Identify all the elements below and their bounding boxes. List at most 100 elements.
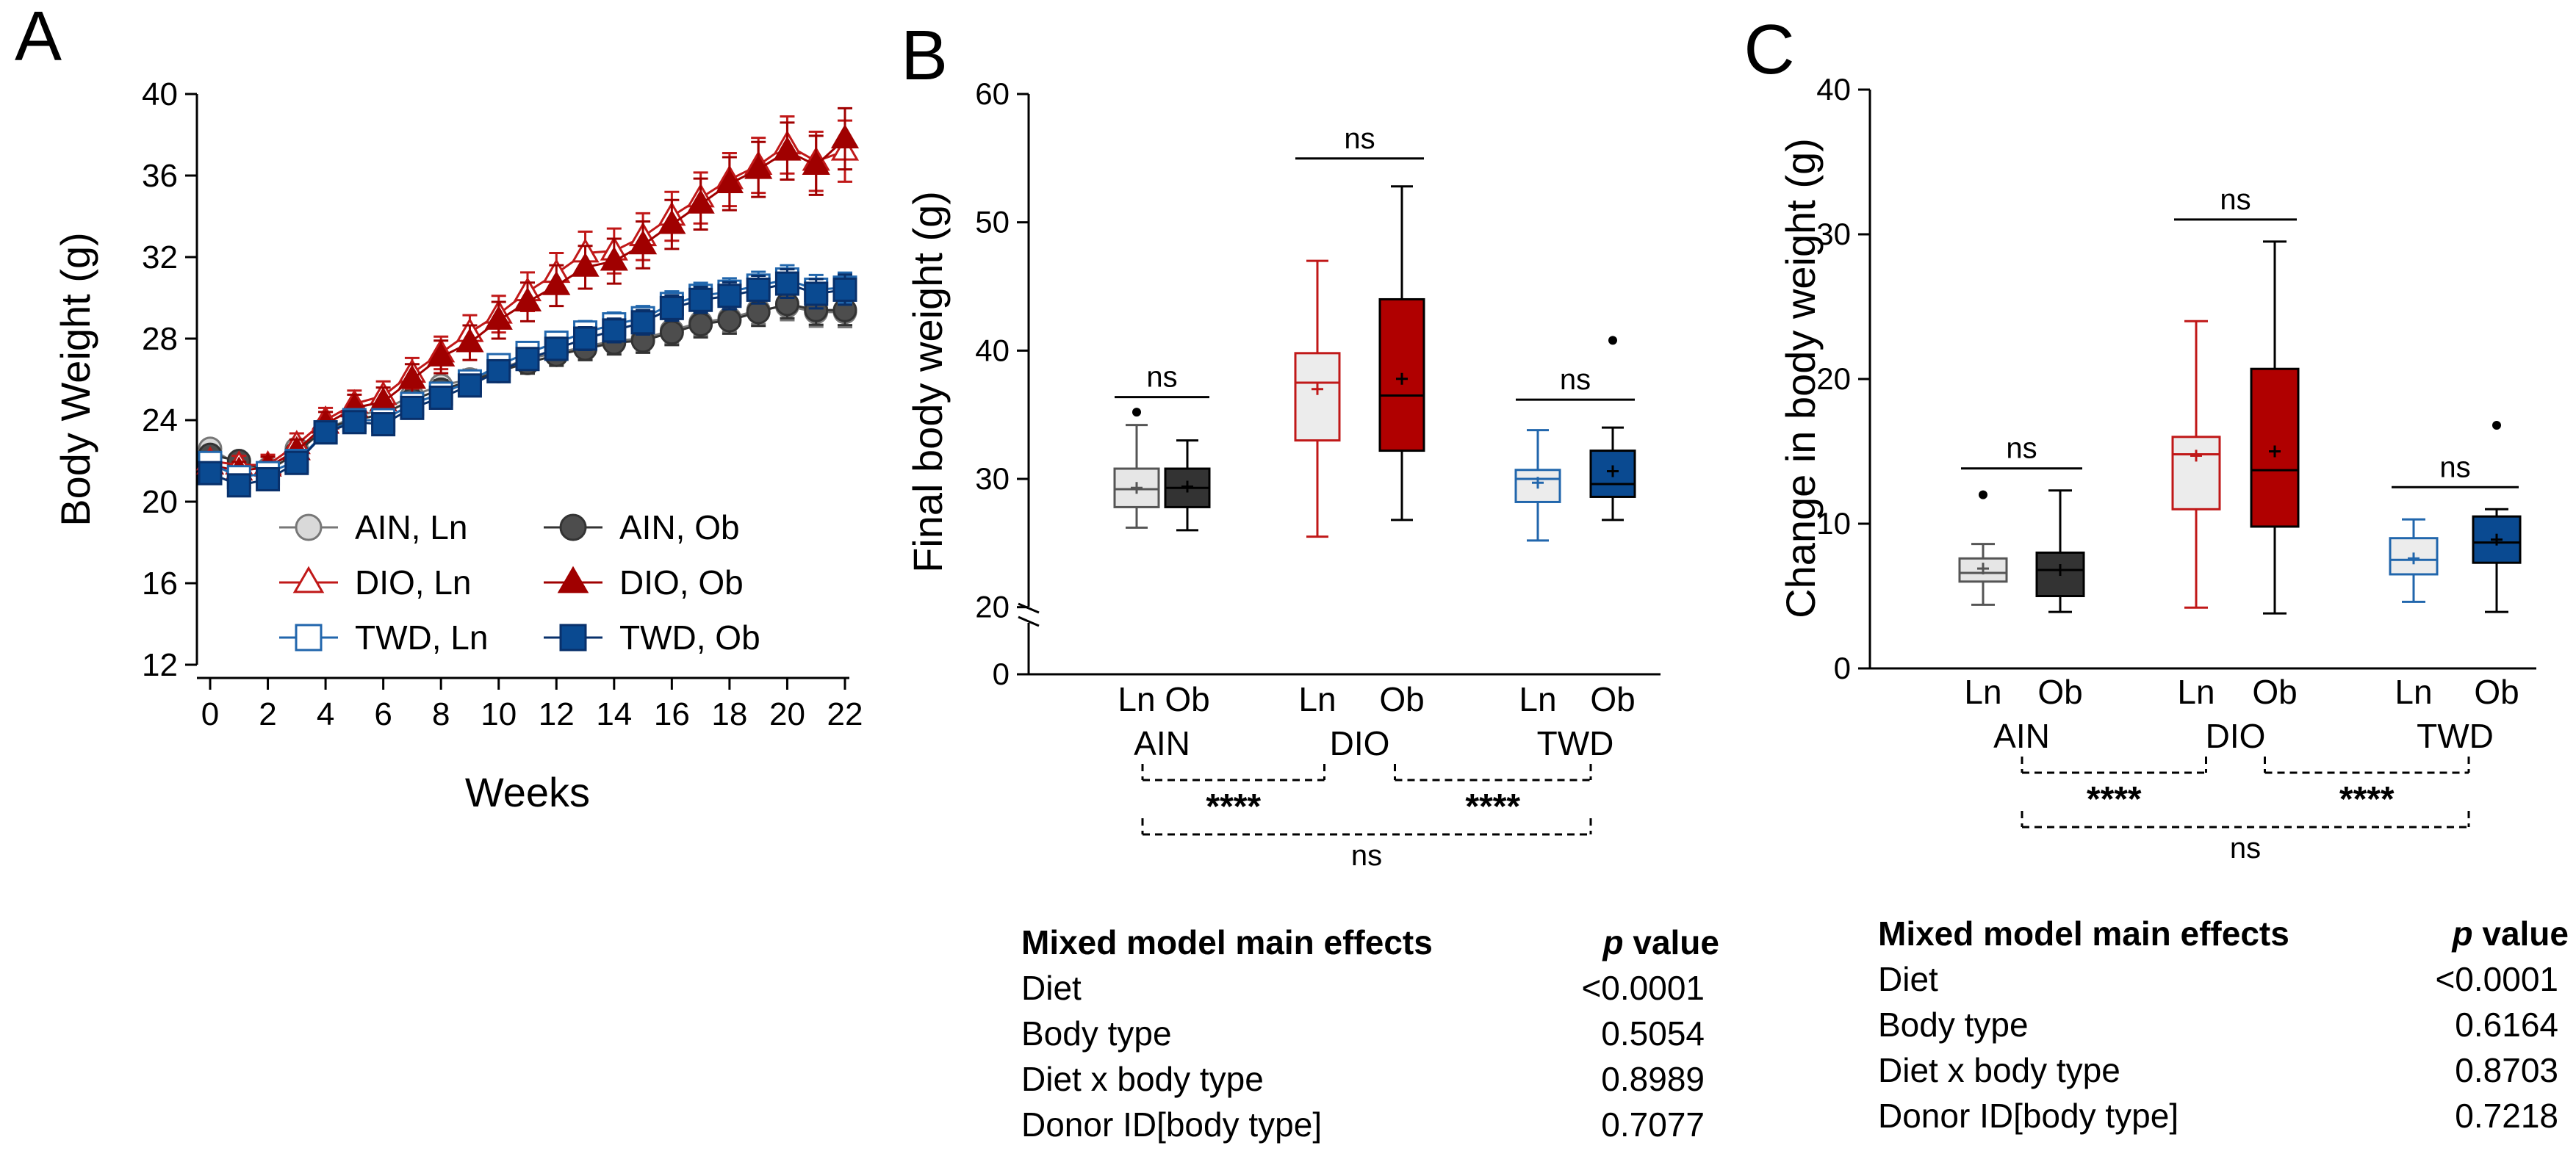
data-point bbox=[486, 358, 511, 383]
y-axis-label: Body Weight (g) bbox=[52, 232, 98, 526]
data-point bbox=[484, 305, 513, 330]
y-tick-label: 0 bbox=[1834, 651, 1851, 685]
panel-letter-c: C bbox=[1744, 10, 1794, 89]
box-label: Ob bbox=[1379, 680, 1424, 718]
box-label: Ob bbox=[2474, 673, 2519, 711]
legend-label: AIN, Ob bbox=[619, 508, 740, 546]
box-dio-ob: Ob bbox=[1378, 185, 1425, 718]
data-point bbox=[542, 270, 571, 295]
box-twd-ln: Ln bbox=[1514, 429, 1561, 718]
comparison-bracket: **** bbox=[2264, 757, 2470, 819]
sig-label: ns bbox=[2220, 184, 2251, 216]
box-dio-ln: Ln bbox=[1294, 259, 1341, 718]
x-tick-label: 8 bbox=[432, 696, 450, 732]
data-point bbox=[802, 151, 830, 176]
data-point bbox=[688, 312, 713, 337]
box-label: Ob bbox=[2037, 673, 2082, 711]
group-twd: Ln Ob TWD ns bbox=[1514, 336, 1636, 762]
comparison-bracket: **** bbox=[2021, 757, 2207, 819]
box-label: Ob bbox=[1165, 680, 1209, 718]
data-point bbox=[397, 364, 427, 389]
x-tick-label: 20 bbox=[769, 696, 805, 732]
outlier-point bbox=[2492, 421, 2501, 430]
data-point bbox=[313, 420, 338, 445]
comparison-bracket: **** bbox=[1141, 764, 1325, 826]
data-point bbox=[717, 308, 742, 333]
box-label: Ln bbox=[1964, 673, 2001, 711]
data-point bbox=[573, 326, 598, 351]
box-ain-ln: Ln bbox=[1958, 490, 2008, 711]
box-twd-ob: Ob bbox=[2472, 421, 2522, 711]
data-point bbox=[515, 347, 540, 372]
sig-label: ns bbox=[1344, 123, 1375, 155]
p-letter: p bbox=[2452, 914, 2473, 953]
legend-marker bbox=[292, 566, 325, 593]
panel-b: B 0 20 30 40 50 60 Final body weight (g) Ln Ob AIN… bbox=[901, 16, 1661, 872]
sig-label: ns bbox=[1146, 361, 1177, 394]
sig-label: ns bbox=[2006, 433, 2037, 465]
data-point bbox=[602, 318, 627, 343]
box-label: Ln bbox=[2395, 673, 2432, 711]
outlier-point bbox=[1132, 408, 1141, 417]
x-tick-label: 16 bbox=[654, 696, 690, 732]
y-tick-label: 16 bbox=[142, 566, 178, 602]
x-tick-label: 10 bbox=[481, 696, 517, 732]
data-point bbox=[830, 123, 860, 148]
data-point bbox=[400, 395, 425, 420]
table-header: Mixed model main effects p value bbox=[1021, 920, 1719, 965]
x-tick-label: 14 bbox=[596, 696, 632, 732]
group-label: TWD bbox=[1537, 724, 1614, 762]
sig-label: ns bbox=[1560, 364, 1591, 396]
group-label: DIO bbox=[1330, 724, 1390, 762]
table-row: Diet x body type 0.8703 bbox=[1878, 1047, 2569, 1093]
comparison-label: ns bbox=[1351, 840, 1382, 872]
table-header-pvalue: p value bbox=[1602, 920, 1719, 965]
table-row: Body type 0.5054 bbox=[1021, 1011, 1719, 1056]
value-word: value bbox=[2472, 914, 2569, 953]
comparison-label: **** bbox=[1465, 787, 1520, 826]
legend-marker bbox=[295, 624, 323, 652]
data-point bbox=[428, 385, 453, 410]
comparisons: **** **** ns bbox=[1141, 764, 1592, 872]
group-label: AIN bbox=[1993, 717, 2050, 755]
y-tick-label: 10 bbox=[1816, 506, 1851, 541]
box-label: Ln bbox=[1519, 680, 1556, 718]
row-label: Body type bbox=[1021, 1014, 1172, 1053]
table-row: Diet <0.0001 bbox=[1878, 956, 2569, 1002]
data-point bbox=[457, 373, 482, 398]
legend-label: TWD, Ob bbox=[619, 618, 760, 657]
group-ain: Ln Ob AIN ns bbox=[1113, 361, 1211, 762]
outlier-point bbox=[1979, 490, 1987, 499]
legend: AIN, Ln AIN, Ob DIO, Ln DIO, Ob TWD, Ln TWD, … bbox=[279, 508, 760, 657]
panel-b-table: Mixed model main effects p value Diet <0… bbox=[1021, 920, 1719, 1147]
table-header-label: Mixed model main effects bbox=[1878, 914, 2289, 953]
table-header-label: Mixed model main effects bbox=[1021, 923, 1433, 961]
legend-item: DIO, Ob bbox=[544, 563, 744, 602]
y-tick-label: 24 bbox=[142, 403, 178, 439]
group-ain: Ln Ob AIN ns bbox=[1958, 433, 2085, 755]
data-point bbox=[832, 277, 857, 302]
group-label: DIO bbox=[2206, 717, 2266, 755]
row-pvalue: 0.6164 bbox=[2455, 1006, 2558, 1044]
row-label: Donor ID[body type] bbox=[1878, 1097, 2179, 1135]
row-label: Diet x body type bbox=[1878, 1051, 2120, 1089]
panel-letter-b: B bbox=[901, 16, 948, 95]
group-twd: Ln Ob TWD ns bbox=[2389, 421, 2522, 755]
table-header-pvalue: p value bbox=[2452, 911, 2569, 956]
y-tick-label: 40 bbox=[1816, 72, 1851, 107]
y-tick-label: 30 bbox=[1816, 217, 1851, 251]
table-header: Mixed model main effects p value bbox=[1878, 911, 2569, 956]
legend-marker bbox=[557, 566, 589, 593]
legend-marker bbox=[559, 624, 587, 652]
row-pvalue: 0.8703 bbox=[2455, 1051, 2558, 1089]
panel-c: C 0 10 20 30 40 Change in body weight (g) Ln Ob A… bbox=[1744, 10, 2536, 865]
x-tick-label: 22 bbox=[827, 696, 863, 732]
box-label: Ob bbox=[1590, 680, 1635, 718]
box-twd-ob: Ob bbox=[1589, 336, 1636, 718]
data-point bbox=[804, 281, 829, 306]
x-axis-label: Weeks bbox=[465, 769, 590, 815]
group-dio: Ln Ob DIO ns bbox=[2171, 184, 2300, 755]
table-row: Body type 0.6164 bbox=[1878, 1002, 2569, 1047]
data-point bbox=[659, 295, 684, 320]
row-pvalue: 0.7218 bbox=[2455, 1097, 2558, 1135]
